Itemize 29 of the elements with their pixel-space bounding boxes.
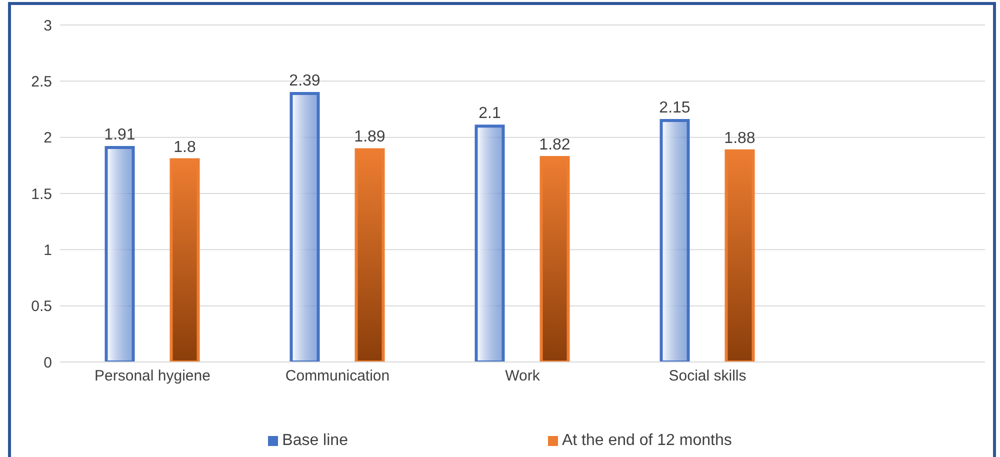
legend-label: At the end of 12 months	[560, 432, 732, 450]
legend-label: Base line	[281, 432, 348, 450]
bar	[170, 158, 200, 362]
y-tick-label: 3	[44, 17, 52, 34]
data-label: 2.1	[478, 105, 501, 122]
data-label: 1.89	[354, 128, 386, 146]
x-tick-label: Communication	[285, 368, 390, 385]
bar	[354, 148, 385, 362]
data-label: 1.8	[174, 138, 196, 156]
y-tick-label: 1.5	[31, 186, 52, 203]
y-tick-label: 0.5	[31, 298, 52, 316]
bar	[540, 156, 570, 362]
x-tick-label: Social skills	[668, 368, 746, 385]
x-tick-label: Work	[505, 368, 540, 385]
bar	[660, 118, 690, 362]
bar	[724, 149, 755, 362]
bar	[290, 92, 320, 362]
y-tick-label: 1	[44, 242, 52, 259]
bar	[104, 146, 135, 362]
data-label: 1.88	[724, 130, 756, 147]
data-label: 2.15	[659, 99, 690, 116]
data-label: 1.91	[104, 126, 136, 144]
y-tick-label: 0	[44, 354, 52, 372]
y-tick-label: 2	[44, 130, 52, 147]
data-label: 2.39	[289, 72, 320, 90]
bar	[474, 124, 505, 362]
x-tick-label: Personal hygiene	[94, 368, 210, 385]
data-label: 1.82	[539, 136, 570, 154]
y-tick-label: 2.5	[31, 73, 52, 90]
